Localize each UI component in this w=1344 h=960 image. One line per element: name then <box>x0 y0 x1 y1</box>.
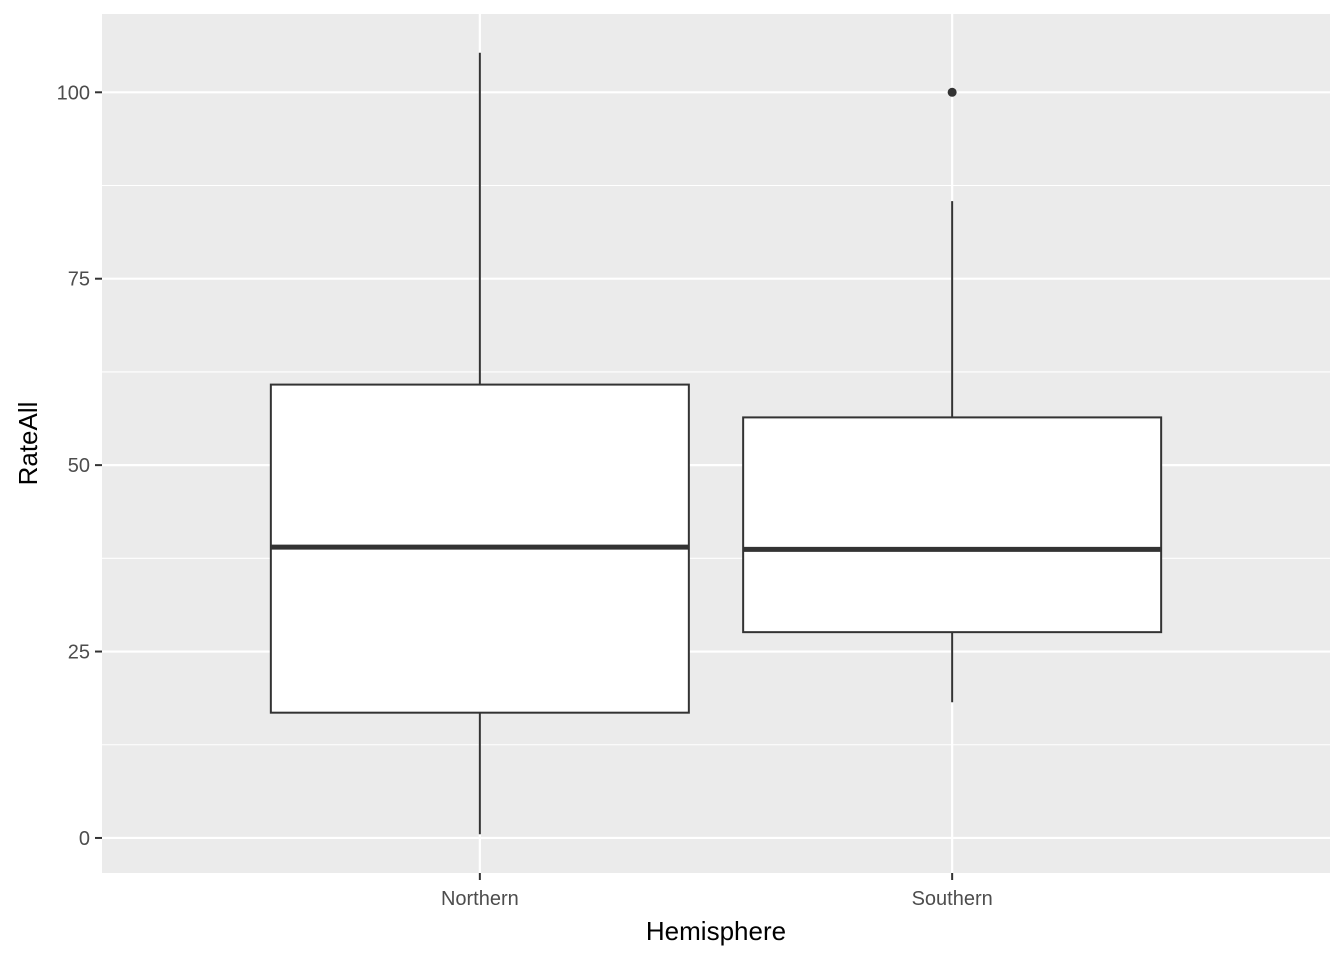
x-axis: Northern Southern <box>441 873 993 910</box>
x-tick-label: Northern <box>441 888 519 910</box>
y-tick-label: 100 <box>57 82 90 104</box>
y-tick-label: 50 <box>68 455 90 477</box>
y-axis-title: RateAll <box>13 402 43 486</box>
y-tick-label: 75 <box>68 269 90 291</box>
outlier-point <box>947 87 957 97</box>
x-axis-title: Hemisphere <box>646 916 786 946</box>
box-northern <box>269 52 690 835</box>
box-southern <box>742 87 1163 703</box>
y-axis: 0 25 50 75 100 <box>57 82 102 850</box>
y-tick-label: 25 <box>68 642 90 664</box>
boxes <box>269 52 1163 835</box>
box-iqr <box>742 416 1163 634</box>
y-tick-label: 0 <box>79 828 90 850</box>
x-tick-label: Southern <box>912 888 993 910</box>
